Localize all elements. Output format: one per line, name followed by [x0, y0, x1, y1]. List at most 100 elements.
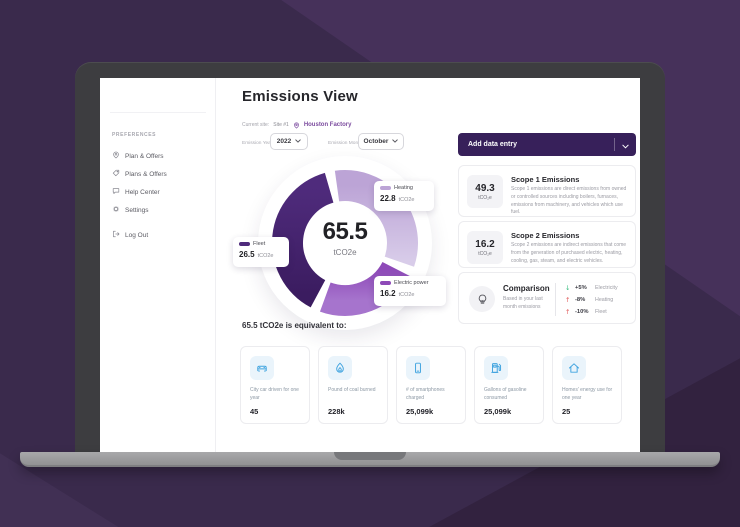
equivalence-card-car: City car driven for one year 45	[240, 346, 310, 424]
sidebar-item-settings[interactable]: Settings	[112, 204, 212, 216]
scope-2-badge: 16.2 tCO₂e	[467, 231, 503, 264]
trend-percent: -10%	[575, 309, 589, 315]
scope-1-value: 49.3	[475, 182, 495, 194]
flame-icon	[328, 356, 352, 380]
legend-value: 22.8	[380, 194, 396, 203]
equivalence-card-coal: Pound of coal burned 228k	[318, 346, 388, 424]
fleet-color-pill	[239, 242, 250, 246]
legend-value: 26.5	[239, 250, 255, 259]
sidebar-item-label: Help Center	[125, 188, 160, 196]
scope-1-title: Scope 1 Emissions	[511, 175, 580, 184]
sidebar-item-plan-offers[interactable]: Plan & Offers	[112, 150, 212, 162]
logout-icon	[112, 230, 120, 240]
site-name-link[interactable]: Houston Factory	[303, 122, 352, 128]
location-pin-icon	[293, 116, 300, 134]
sidebar-item-label: Plans & Offers	[125, 170, 167, 178]
home-icon	[562, 356, 586, 380]
legend-label: Fleet	[253, 241, 266, 247]
map-pin-icon	[112, 151, 120, 161]
chevron-down-icon	[622, 136, 629, 154]
emission-month-select[interactable]: October	[358, 133, 404, 150]
offer-tag-icon	[112, 169, 120, 179]
trend-label: Heating	[595, 297, 614, 303]
page-title: Emissions View	[242, 88, 358, 105]
comparison-divider	[555, 283, 556, 316]
sidebar-section-label: PREFERENCES	[112, 132, 157, 138]
electric-power-color-pill	[380, 281, 391, 285]
sidebar-item-label: Log Out	[125, 231, 149, 239]
equivalence-card-homes: Homes' energy use for one year 25	[552, 346, 622, 424]
donut-total-unit: tCO2e	[333, 248, 357, 257]
chevron-down-icon	[392, 138, 399, 145]
comparison-card: Comparison Based in your last month emis…	[458, 272, 636, 324]
trend-up-icon: ↑	[565, 296, 571, 304]
equivalence-heading: 65.5 tCO2e is equivalent to:	[242, 321, 347, 330]
donut-total-value: 65.5	[322, 218, 368, 245]
legend-value: 16.2	[380, 289, 396, 298]
equivalence-label: City car driven for one year	[250, 387, 299, 401]
legend-chip-fleet: Fleet 26.5 tCO2e	[233, 237, 289, 267]
trend-down-icon: ↓	[565, 284, 571, 292]
smartphone-icon	[406, 356, 430, 380]
legend-unit: tCO2e	[398, 197, 415, 203]
scope-2-title: Scope 2 Emissions	[511, 231, 580, 240]
add-data-entry-button[interactable]: Add data entry	[458, 133, 636, 156]
trend-label: Electricity	[595, 285, 618, 291]
equivalence-label: Homes' energy use for one year	[562, 387, 613, 401]
equivalence-value: 25	[562, 407, 571, 416]
comparison-row-fleet: ↑ -10% Fleet	[565, 306, 618, 318]
donut-center: 65.5 tCO2e	[295, 218, 395, 257]
chat-bubble-icon	[112, 187, 120, 197]
emission-year-label: Emission Year	[242, 141, 273, 146]
donut-segment-fleet	[272, 172, 335, 308]
comparison-subtitle: Based in your last month emissions	[503, 296, 543, 310]
scope-1-card: 49.3 tCO₂e Scope 1 Emissions Scope 1 emi…	[458, 165, 636, 217]
scope-1-badge: 49.3 tCO₂e	[467, 175, 503, 208]
sidebar-divider	[110, 112, 206, 113]
equivalence-label: Pound of coal burned	[328, 387, 376, 393]
scope-2-description: Scope 2 emissions are indirect emissions…	[511, 242, 627, 264]
scope-1-unit: tCO₂e	[478, 194, 492, 201]
legend-unit: tCO2e	[398, 292, 415, 298]
car-icon	[250, 356, 274, 380]
trend-percent: -8%	[575, 297, 586, 303]
scope-2-value: 16.2	[475, 238, 495, 250]
equivalence-value: 228k	[328, 407, 345, 416]
equivalence-value: 45	[250, 407, 259, 416]
legend-chip-heating: Heating 22.8 tCO2e	[374, 181, 434, 211]
heating-color-pill	[380, 186, 391, 190]
current-site-label: Current site:	[242, 122, 270, 128]
sidebar-item-label: Settings	[125, 206, 149, 214]
site-id: Site #1	[273, 122, 289, 128]
legend-unit: tCO2e	[257, 253, 274, 259]
equivalence-card-gasoline: Gallons of gasoline consumed 25,099k	[474, 346, 544, 424]
legend-label: Electric power	[394, 280, 429, 286]
equivalence-value: 25,099k	[484, 407, 512, 416]
chevron-down-icon	[295, 138, 301, 145]
sidebar-item-log-out[interactable]: Log Out	[112, 229, 212, 241]
sidebar-item-plans-offers[interactable]: Plans & Offers	[112, 168, 212, 180]
emission-year-value: 2022	[276, 138, 292, 145]
equivalence-label: Gallons of gasoline consumed	[484, 387, 527, 401]
emission-month-label: Emission Month	[328, 141, 363, 146]
scope-2-card: 16.2 tCO₂e Scope 2 Emissions Scope 2 emi…	[458, 221, 636, 268]
sidebar-item-label: Plan & Offers	[125, 152, 164, 160]
emission-month-value: October	[363, 138, 389, 145]
legend-label: Heating	[394, 185, 413, 191]
comparison-row-electricity: ↓ +5% Electricity	[565, 282, 618, 294]
sidebar: PREFERENCES Plan & Offers Plans & Offers…	[100, 78, 216, 452]
trend-percent: +5%	[575, 285, 587, 291]
sidebar-item-help-center[interactable]: Help Center	[112, 186, 212, 198]
comparison-title: Comparison	[503, 284, 550, 293]
trend-up-icon: ↑	[565, 308, 571, 316]
scope-2-unit: tCO₂e	[478, 250, 492, 257]
comparison-row-heating: ↑ -8% Heating	[565, 294, 618, 306]
lightbulb-icon	[469, 286, 495, 312]
laptop-base-notch	[334, 452, 406, 460]
equivalence-card-smartphones: # of smartphones charged 25,099k	[396, 346, 466, 424]
add-data-entry-dropdown[interactable]	[614, 138, 636, 151]
comparison-rows: ↓ +5% Electricity ↑ -8% Heating ↑ -10% F…	[565, 282, 618, 318]
scope-1-description: Scope 1 emissions are direct emissions f…	[511, 186, 627, 216]
trend-label: Fleet	[595, 309, 607, 315]
emission-year-select[interactable]: 2022	[270, 133, 308, 150]
